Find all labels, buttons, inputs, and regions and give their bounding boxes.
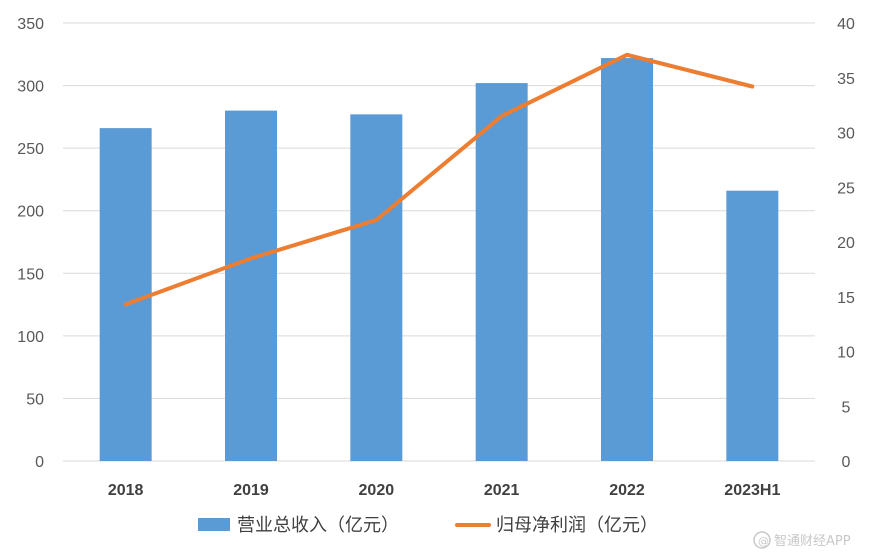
bar-revenue-2021 bbox=[475, 83, 528, 461]
x-tick-label: 2018 bbox=[108, 482, 144, 499]
bar-revenue-2019 bbox=[225, 110, 277, 461]
x-tick-label: 2023H1 bbox=[724, 482, 780, 499]
x-axis: 2018 2019 2020 2021 2022 2023H1 bbox=[108, 482, 781, 499]
right-y-axis: 0 5 10 15 20 25 30 35 40 bbox=[837, 16, 855, 471]
right-y-tick-label: 10 bbox=[837, 345, 855, 362]
right-y-tick-label: 20 bbox=[837, 235, 855, 252]
left-y-tick-label: 350 bbox=[17, 16, 44, 33]
left-y-tick-label: 100 bbox=[17, 329, 44, 346]
left-y-tick-label: 0 bbox=[35, 454, 44, 471]
x-tick-label: 2020 bbox=[359, 482, 395, 499]
left-y-tick-label: 300 bbox=[17, 79, 44, 96]
bar-series-revenue bbox=[99, 58, 779, 462]
bar-revenue-2023H1 bbox=[726, 190, 779, 462]
right-y-tick-label: 35 bbox=[837, 71, 855, 88]
left-y-tick-label: 200 bbox=[17, 204, 44, 221]
bar-revenue-2022 bbox=[601, 58, 653, 461]
x-tick-label: 2019 bbox=[233, 482, 269, 499]
gridlines bbox=[63, 22, 815, 462]
left-y-tick-label: 150 bbox=[17, 266, 44, 283]
right-y-tick-label: 30 bbox=[837, 126, 855, 143]
left-y-tick-label: 250 bbox=[17, 141, 44, 158]
line-series-net-profit bbox=[123, 52, 755, 307]
bar-revenue-2020 bbox=[350, 114, 403, 462]
svg-text:@: @ bbox=[758, 535, 769, 548]
x-tick-label: 2022 bbox=[609, 482, 645, 499]
right-y-tick-label: 15 bbox=[837, 290, 855, 307]
right-y-tick-label: 40 bbox=[837, 16, 855, 33]
left-y-tick-label: 50 bbox=[26, 391, 44, 408]
line-net-profit bbox=[123, 52, 755, 307]
smart-finance-logo-icon: @ bbox=[753, 531, 771, 549]
left-y-axis: 0 50 100 150 200 250 300 350 bbox=[17, 16, 44, 471]
legend-label-net-profit: 归母净利润（亿元） bbox=[496, 515, 658, 536]
legend-swatch-bar bbox=[198, 518, 230, 531]
watermark: @ 智通财经APP bbox=[753, 531, 851, 549]
right-y-tick-label: 0 bbox=[842, 454, 851, 471]
legend: 营业总收入（亿元） 归母净利润（亿元） bbox=[198, 515, 658, 536]
x-tick-label: 2021 bbox=[484, 482, 520, 499]
right-y-tick-label: 5 bbox=[842, 399, 851, 416]
bar-revenue-2018 bbox=[99, 128, 152, 461]
watermark-text: 智通财经APP bbox=[774, 534, 851, 549]
right-y-tick-label: 25 bbox=[837, 180, 855, 197]
legend-label-revenue: 营业总收入（亿元） bbox=[237, 515, 399, 536]
